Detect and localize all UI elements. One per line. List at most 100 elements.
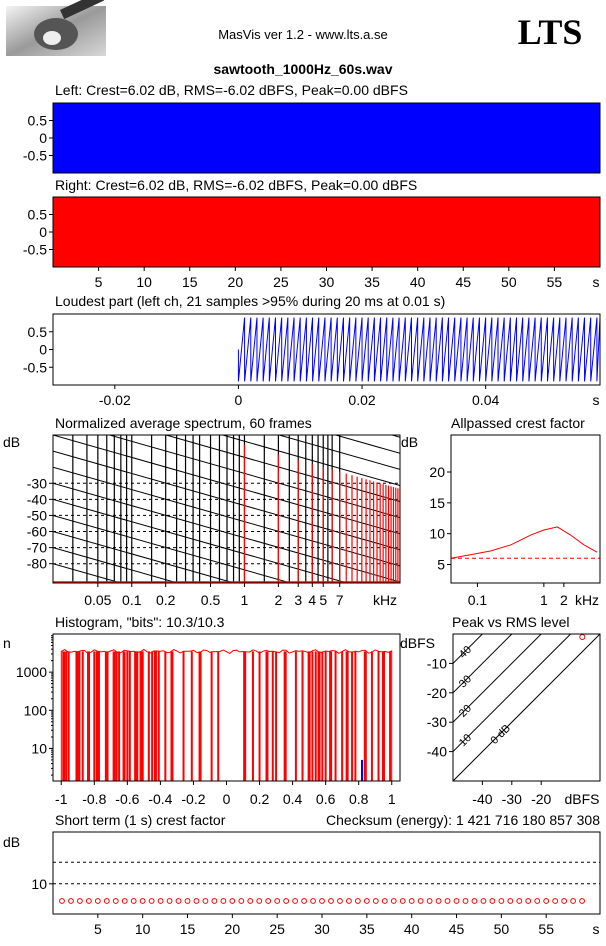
histogram-bar [345, 651, 349, 781]
histogram-bar [294, 651, 297, 781]
peak-rms-crest-label: 30 [457, 673, 474, 690]
short-term-xtick-label: 45 [449, 921, 465, 937]
short-term-point [552, 898, 559, 904]
loudest-ytick-label: 0 [39, 342, 47, 358]
histogram-xtick-label: -0.6 [115, 791, 139, 807]
right-ytick-label: 0.5 [28, 207, 48, 223]
short-term-point [363, 898, 370, 904]
loudest-xtick-label: 0 [235, 392, 243, 408]
histogram-bar [341, 651, 344, 781]
short-term-ytick-label: 10 [31, 876, 47, 892]
histogram-ytick-label: 10 [31, 740, 47, 756]
right-ytick-label: -0.5 [23, 242, 47, 258]
loudest-ytick-label: -0.5 [23, 359, 47, 375]
histogram-y-label: n [3, 635, 11, 651]
right-x-unit: s [593, 274, 600, 290]
spectrum-ytick-label: -40 [27, 491, 47, 507]
histogram-bar [106, 651, 109, 781]
short-term-point [139, 898, 146, 904]
histogram-bar [118, 651, 121, 781]
histogram-bar [126, 651, 129, 781]
left-waveform-fill [53, 103, 600, 173]
short-term-point [570, 898, 576, 904]
right-xtick-label: 30 [319, 274, 335, 290]
short-term-xtick-label: 10 [135, 921, 151, 937]
spectrum-xtick-label: 4 [308, 592, 316, 608]
histogram-blue-bar [360, 759, 363, 781]
histogram-xtick-label: -0.2 [181, 791, 205, 807]
loudest-xtick-label: -0.02 [99, 392, 131, 408]
histogram-bar [96, 651, 100, 781]
spectrum-title: Normalized average spectrum, 60 frames [55, 415, 312, 431]
short-term-point [471, 898, 478, 904]
histogram-bar [351, 651, 354, 781]
spectrum-xtick-label: 2 [274, 592, 282, 608]
histogram-ytick-label: 100 [24, 702, 48, 718]
short-term-point [94, 898, 101, 904]
crest-xtick-label: 1 [540, 592, 548, 608]
short-term-point [328, 898, 334, 904]
histogram-bar [62, 651, 66, 781]
histogram-bar [321, 651, 324, 781]
short-term-x-unit: s [593, 921, 600, 937]
short-term-point [193, 898, 200, 904]
histogram-bar [210, 651, 213, 781]
histogram-bar [157, 651, 160, 781]
short-term-point [417, 898, 424, 904]
short-term-point [112, 898, 119, 904]
checksum-text: Checksum (energy): 1 421 716 180 857 308 [326, 812, 600, 828]
short-term-xtick-label: 55 [538, 921, 554, 937]
peak-rms-crest-line [453, 634, 513, 694]
spectrum-slope-line [333, 435, 400, 454]
peak-rms-ytick-label: -40 [427, 744, 447, 760]
short-term-point [543, 898, 550, 904]
short-term-title: Short term (1 s) crest factor [55, 812, 226, 828]
short-term-point [534, 898, 541, 904]
histogram-bar [329, 651, 333, 781]
histogram-bar [75, 651, 79, 781]
short-term-point [202, 898, 209, 904]
short-term-point [516, 898, 523, 904]
spectrum-y-label: dB [3, 434, 20, 450]
short-term-point [229, 898, 236, 904]
crest-ytick-label: 20 [429, 464, 445, 480]
histogram-ytick-label: 1000 [16, 664, 47, 680]
histogram-bar [283, 651, 287, 781]
histogram-bar [258, 651, 261, 781]
histogram-bar [81, 651, 84, 781]
short-term-point [85, 898, 92, 904]
short-term-point [444, 898, 451, 904]
short-term-xtick-label: 40 [404, 921, 420, 937]
histogram-bar [147, 651, 150, 781]
spectrum-clip-group [53, 435, 400, 583]
short-term-point [462, 898, 469, 904]
right-title: Right: Crest=6.02 dB, RMS=-6.02 dBFS, Pe… [55, 177, 417, 193]
histogram-bar [164, 651, 167, 781]
peak-rms-point [579, 634, 586, 640]
histogram-bar [78, 651, 81, 781]
short-term-point [480, 898, 487, 904]
loudest-xtick-label: 0.04 [472, 392, 499, 408]
short-term-point [256, 898, 263, 904]
loudest-title: Loudest part (left ch, 21 samples >95% d… [55, 293, 445, 309]
peak-rms-title: Peak vs RMS level [452, 614, 569, 630]
histogram-outline [60, 648, 393, 781]
peak-rms-x-label: dBFS [564, 791, 599, 807]
histogram-bar [134, 651, 138, 781]
histogram-bar [317, 651, 321, 781]
histogram-bar [198, 651, 202, 781]
crest-ytick-label: 15 [429, 495, 445, 511]
histogram-bar [95, 651, 98, 781]
right-xtick-label: 15 [182, 274, 198, 290]
histogram-bar [182, 651, 185, 781]
right-xtick-label: 20 [228, 274, 244, 290]
right-xtick-label: 10 [136, 274, 152, 290]
peak-rms-crest-label: 0 dB [488, 722, 512, 746]
loudest-x-unit: s [593, 392, 600, 408]
histogram-bar [311, 651, 314, 781]
crest-xtick-label: 2 [560, 592, 568, 608]
histogram-bar [275, 651, 278, 781]
peak-rms-crest-line [453, 634, 600, 781]
histogram-bar [151, 651, 154, 781]
